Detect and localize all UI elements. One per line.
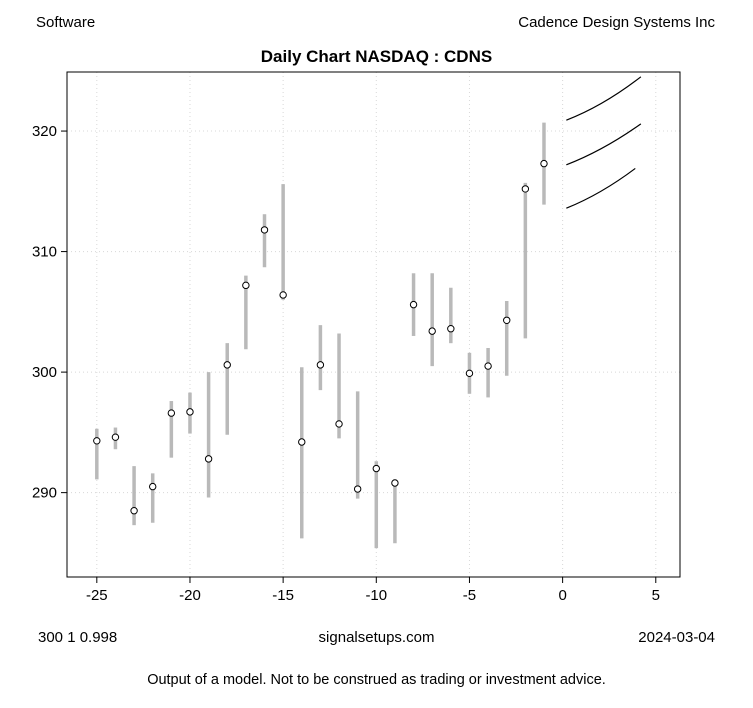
forecast-line (566, 123, 642, 166)
y-axis-tick-label: 310 (32, 244, 57, 261)
close-point (111, 433, 120, 441)
model-params-label: 300 1 0.998 (38, 629, 118, 646)
close-point (242, 281, 250, 290)
date-label: 2024-03-04 (638, 629, 715, 646)
price-chart-svg: -25 -20 -15 -10 -5 0 5 290 300 310 320 (32, 71, 681, 604)
close-point (223, 361, 231, 369)
close-point (279, 291, 287, 299)
y-axis-tick-label: 300 (32, 364, 57, 381)
x-axis-tick-label: 0 (558, 587, 566, 604)
site-label: signalsetups.com (318, 629, 435, 646)
close-point (484, 362, 492, 370)
x-axis-tick-label: -15 (272, 587, 294, 604)
close-point (465, 369, 474, 378)
plot-border (66, 71, 681, 578)
close-point (204, 455, 213, 463)
close-point (409, 300, 418, 309)
disclaimer-text: Output of a model. Not to be construed a… (147, 672, 606, 688)
close-point (335, 420, 343, 428)
close-point (186, 408, 194, 416)
x-axis-tick-label: -5 (463, 587, 476, 604)
close-point (521, 185, 530, 193)
close-point (428, 327, 436, 335)
x-axis-tick-label: 5 (652, 587, 660, 604)
close-point (260, 226, 269, 234)
close-point (353, 485, 362, 493)
x-axis-tick-label: -10 (365, 587, 387, 604)
sector-label: Software (36, 14, 96, 31)
company-name: Cadence Design Systems Inc (518, 14, 715, 31)
y-axis-tick-label: 290 (32, 485, 57, 502)
close-point (372, 464, 380, 473)
chart-title: Daily Chart NASDAQ : CDNS (260, 47, 493, 66)
close-point (540, 159, 548, 168)
close-point (316, 361, 325, 369)
close-point (391, 479, 399, 487)
close-point (93, 437, 101, 445)
close-point (503, 316, 511, 324)
close-point (149, 482, 157, 491)
x-axis-tick-label: -20 (179, 587, 201, 604)
forecast-line (566, 167, 636, 209)
close-point (130, 507, 138, 515)
forecast-line (566, 76, 642, 121)
close-point (447, 325, 455, 333)
close-point (298, 438, 306, 446)
x-axis-tick-label: -25 (86, 587, 108, 604)
close-point (167, 409, 176, 417)
y-axis-tick-label: 320 (32, 123, 57, 140)
